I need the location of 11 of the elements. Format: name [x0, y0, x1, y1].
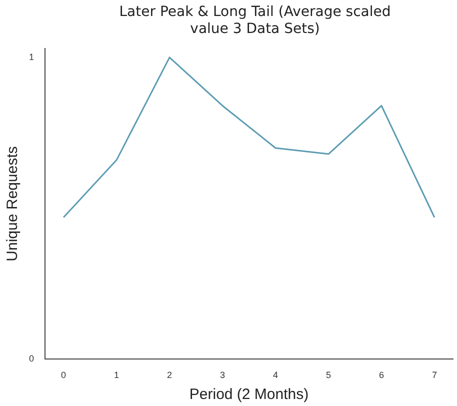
x-tick-label: 3	[220, 370, 226, 380]
x-tick-label: 5	[326, 370, 331, 380]
chart-title: Later Peak & Long Tail (Average scaled value 3 Data Sets)	[118, 4, 392, 38]
x-tick-label: 0	[61, 370, 66, 380]
x-tick-label: 7	[432, 370, 437, 380]
y-axis-title: Unique Requests	[4, 146, 22, 262]
x-tick-label: 4	[272, 370, 278, 380]
x-tick-label: 2	[167, 370, 172, 380]
x-tick-label: 6	[378, 370, 384, 380]
x-tick-label: 1	[114, 370, 120, 380]
x-axis-title: Period (2 Months)	[189, 386, 309, 404]
